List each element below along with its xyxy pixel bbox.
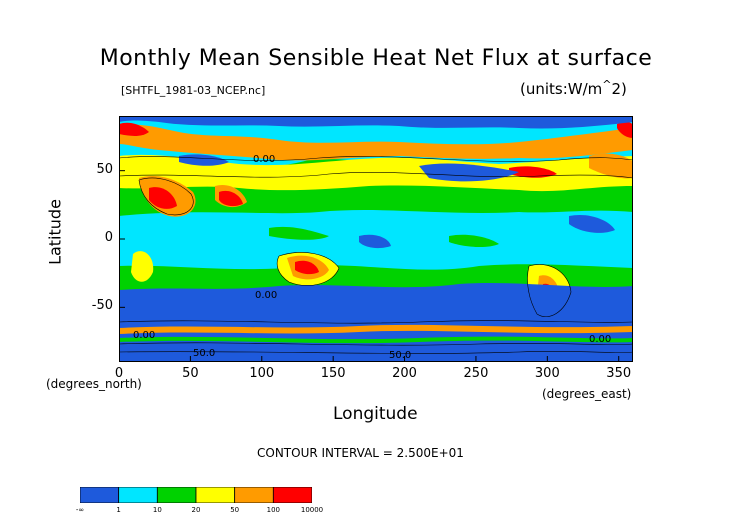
colorbar-label: 50 — [230, 506, 240, 514]
dataset-label: [SHTFL_1981-03_NCEP.nc] — [121, 84, 266, 97]
x-axis-label: Longitude — [333, 404, 418, 424]
y-axis-label: Latitude — [45, 199, 65, 265]
y-unit-label: (degrees_north) — [46, 377, 142, 391]
axis-ticks — [119, 170, 620, 362]
colorbar — [80, 487, 312, 503]
x-tick-label: 200 — [392, 366, 417, 381]
region-flux-below-1 — [119, 116, 633, 362]
y-tick-label: 50 — [96, 161, 113, 177]
colorbar-swatch — [118, 487, 158, 503]
x-tick-label: 50 — [182, 366, 199, 381]
contour-label-group: 0.00 50.0 0.00 50.0 0.00 0.00 — [133, 154, 611, 361]
y-tick-label: 0 — [104, 230, 113, 245]
x-unit-label: (degrees_east) — [542, 387, 632, 401]
colorbar-swatch — [80, 487, 120, 503]
x-tick-label: 0 — [114, 366, 124, 381]
contour-interval-label: CONTOUR INTERVAL = 2.500E+01 — [257, 446, 464, 460]
colorbar-label: 1 — [116, 506, 121, 514]
y-tick-label: -50 — [91, 298, 113, 314]
colorbar-swatch — [272, 487, 312, 503]
colorbar-label: 10000 — [300, 506, 324, 514]
colorbar-label: 10 — [152, 506, 162, 514]
colorbar-swatch — [195, 487, 236, 503]
colorbar-label: -∞ — [75, 506, 85, 514]
contour-lines — [119, 156, 633, 354]
region-flux-above-100 — [119, 121, 633, 300]
contour-label: 50.0 — [389, 350, 411, 361]
x-tick-label: 150 — [320, 366, 346, 381]
x-tick-label: 250 — [463, 366, 489, 381]
contour-label: 0.00 — [253, 154, 275, 165]
units-label: (units:W/m^2) — [520, 78, 627, 98]
contour-label: 0.00 — [255, 290, 277, 301]
antarctic-inner-band — [119, 336, 633, 344]
colorbar-label: 20 — [191, 506, 201, 514]
colorbar-label: 100 — [266, 506, 281, 514]
x-tick-label: 100 — [249, 366, 275, 381]
heat-flux-map: 0.00 50.0 0.00 50.0 0.00 0.00 — [119, 116, 633, 362]
contour-label: 0.00 — [589, 334, 611, 345]
contour-label: 0.00 — [133, 330, 155, 341]
antarctic-coast-band — [119, 324, 633, 334]
chart-title: Monthly Mean Sensible Heat Net Flux at s… — [99, 46, 653, 71]
x-tick-label: 300 — [534, 366, 560, 381]
x-tick-label: 350 — [606, 366, 632, 381]
colorbar-swatch — [156, 487, 197, 503]
contour-label: 50.0 — [193, 348, 215, 359]
colorbar-swatch — [234, 487, 274, 503]
